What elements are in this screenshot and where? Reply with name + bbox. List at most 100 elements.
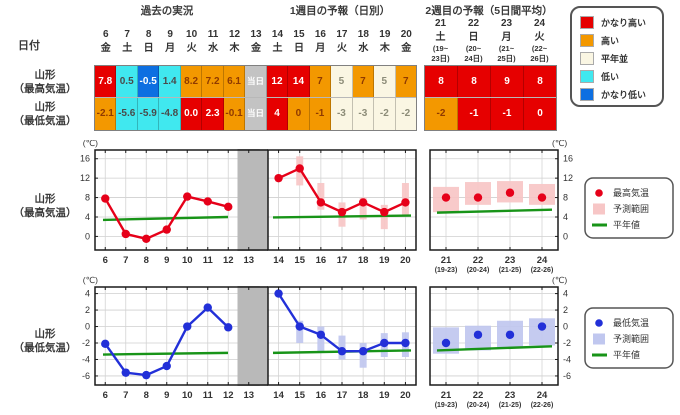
temp-cell-very-high: 0 [524, 98, 556, 130]
svg-text:6: 6 [103, 255, 108, 266]
date-header-day: 11 [207, 29, 219, 40]
legend-item-near-normal: 平年並 [580, 49, 662, 67]
weekday-header-row: 金土日月火水木金土日月火水木金 [95, 42, 417, 55]
date-header-weekday: 水 [208, 43, 219, 54]
chart-label-min-temp: 山形 （最低気温） [13, 328, 77, 354]
date-header-day: 18 [357, 29, 369, 40]
svg-text:-4: -4 [563, 354, 571, 364]
date-header-day: 12 [228, 29, 241, 40]
section-title-week2-forecast: 2週目の予報（5日間平均） [425, 5, 553, 17]
week2-temperature-table: 8 8 9 8 -2 -1 -1 0 [424, 65, 557, 131]
svg-text:23: 23 [505, 255, 516, 266]
svg-text:(20-24): (20-24) [467, 267, 490, 274]
date-header-day: 7 [124, 29, 130, 40]
svg-text:11: 11 [203, 390, 214, 401]
legend-label: かなり高い [601, 17, 647, 28]
date-header-day: 6 [102, 29, 109, 40]
temp-cell-high: 6.1 [223, 66, 246, 97]
temp-cell-high: 7 [352, 66, 375, 97]
date-header-weekday: 金 [251, 43, 262, 54]
svg-text:4: 4 [85, 212, 90, 222]
date-header-weekday: 日 [143, 43, 154, 54]
svg-text:24: 24 [537, 390, 548, 401]
temp-cell-very-low: -0.5 [137, 66, 160, 97]
svg-text:平年値: 平年値 [613, 349, 640, 360]
svg-text:(19-23): (19-23) [435, 267, 458, 274]
legend-swatch-low [580, 69, 594, 83]
svg-text:11: 11 [203, 255, 214, 266]
temp-cell-low: -5.9 [137, 98, 160, 130]
chart-label-max-temp: 山形 （最高気温） [13, 193, 77, 219]
svg-text:8: 8 [144, 255, 149, 266]
table-row-label-min-temp: 山形 （最低気温） [13, 101, 77, 127]
svg-text:(21-25): (21-25) [499, 267, 522, 274]
svg-text:9: 9 [164, 390, 169, 401]
svg-text:最高気温: 最高気温 [613, 187, 649, 198]
daily-temperature-table: 7.8 0.5 -0.5 1.4 8.2 7.2 6.1 当日 12 14 7 5 7 5 7 -2.1 -5.… [94, 65, 417, 131]
temp-cell-low: 1.4 [159, 66, 181, 97]
svg-text:21: 21 [441, 390, 452, 401]
week2-date-header-col: 21 土 (19~ 23日) [431, 18, 450, 63]
svg-text:9: 9 [164, 255, 169, 266]
svg-text:(20-24): (20-24) [467, 402, 490, 409]
legend-item-very-low: かなり低い [580, 85, 662, 103]
svg-text:-4: -4 [82, 354, 90, 364]
week2-date-header-col: 22 日 (20~ 24日) [464, 18, 483, 63]
svg-text:16: 16 [80, 154, 90, 164]
svg-text:14: 14 [273, 390, 284, 401]
date-header-weekday: 金 [401, 43, 412, 54]
temp-cell-high: 0 [288, 98, 310, 130]
legend-swatch-high [580, 33, 594, 47]
temp-cell-high: 8.2 [180, 66, 203, 97]
date-header-weekday: 水 [358, 43, 369, 54]
svg-text:22: 22 [473, 255, 484, 266]
svg-text:8: 8 [563, 193, 568, 203]
svg-text:予測範囲: 予測範囲 [613, 333, 649, 344]
date-column-label: 日付 [18, 40, 40, 52]
section-title-week1-forecast: 1週目の予報（日別） [289, 5, 391, 17]
svg-text:-6: -6 [82, 371, 90, 381]
date-header-day: 16 [314, 29, 326, 40]
max-temp-chart: 6 7 8 9 10 11 12 13 16 12 8 4 0 (℃) 14 15 16 17 18 19 20 21 22… [80, 140, 674, 274]
date-header-day: 14 [271, 29, 284, 40]
temp-cell-near-normal: 5 [374, 66, 396, 97]
svg-text:12: 12 [223, 255, 234, 266]
svg-text:14: 14 [273, 255, 284, 266]
svg-text:-2: -2 [82, 338, 90, 348]
temp-cell-high: 7 [309, 66, 332, 97]
legend-label: かなり低い [601, 89, 647, 100]
date-header-day: 8 [145, 29, 152, 40]
legend-swatch-very-high [580, 15, 594, 29]
svg-text:-2: -2 [563, 338, 571, 348]
svg-text:最低気温: 最低気温 [613, 317, 649, 328]
temp-cell-very-high: 12 [266, 66, 289, 97]
temp-cell-very-high: -1 [491, 98, 524, 130]
legend-swatch-very-low [580, 87, 594, 101]
date-header-weekday: 金 [100, 43, 111, 54]
date-header-day: 17 [336, 29, 348, 40]
temp-cell-very-high: 8 [425, 66, 458, 97]
week2-date-header-col: 24 火 (22~ 26日) [530, 18, 549, 63]
svg-text:(℃): (℃) [83, 140, 98, 148]
svg-text:12: 12 [80, 173, 90, 183]
date-header-weekday: 火 [186, 43, 197, 54]
svg-text:8: 8 [144, 390, 149, 401]
legend-item-very-high: かなり高い [580, 13, 662, 31]
temp-cell-very-high: 2.3 [202, 98, 224, 130]
svg-text:16: 16 [316, 255, 327, 266]
svg-text:12: 12 [223, 390, 234, 401]
temp-cell-today: 当日 [245, 98, 267, 130]
svg-text:13: 13 [243, 255, 254, 266]
date-header-weekday: 火 [336, 43, 347, 54]
svg-text:7: 7 [123, 390, 128, 401]
temp-cell-near-normal: -3 [331, 98, 353, 130]
temp-cell-near-normal: -2 [395, 98, 417, 130]
svg-text:4: 4 [563, 212, 568, 222]
svg-text:6: 6 [103, 390, 108, 401]
svg-text:0: 0 [85, 322, 90, 332]
legend-item-low: 低い [580, 67, 662, 85]
temp-cell-high: -2 [425, 98, 458, 130]
temp-cell-near-normal: 5 [331, 66, 353, 97]
temp-cell-high: -1 [309, 98, 332, 130]
